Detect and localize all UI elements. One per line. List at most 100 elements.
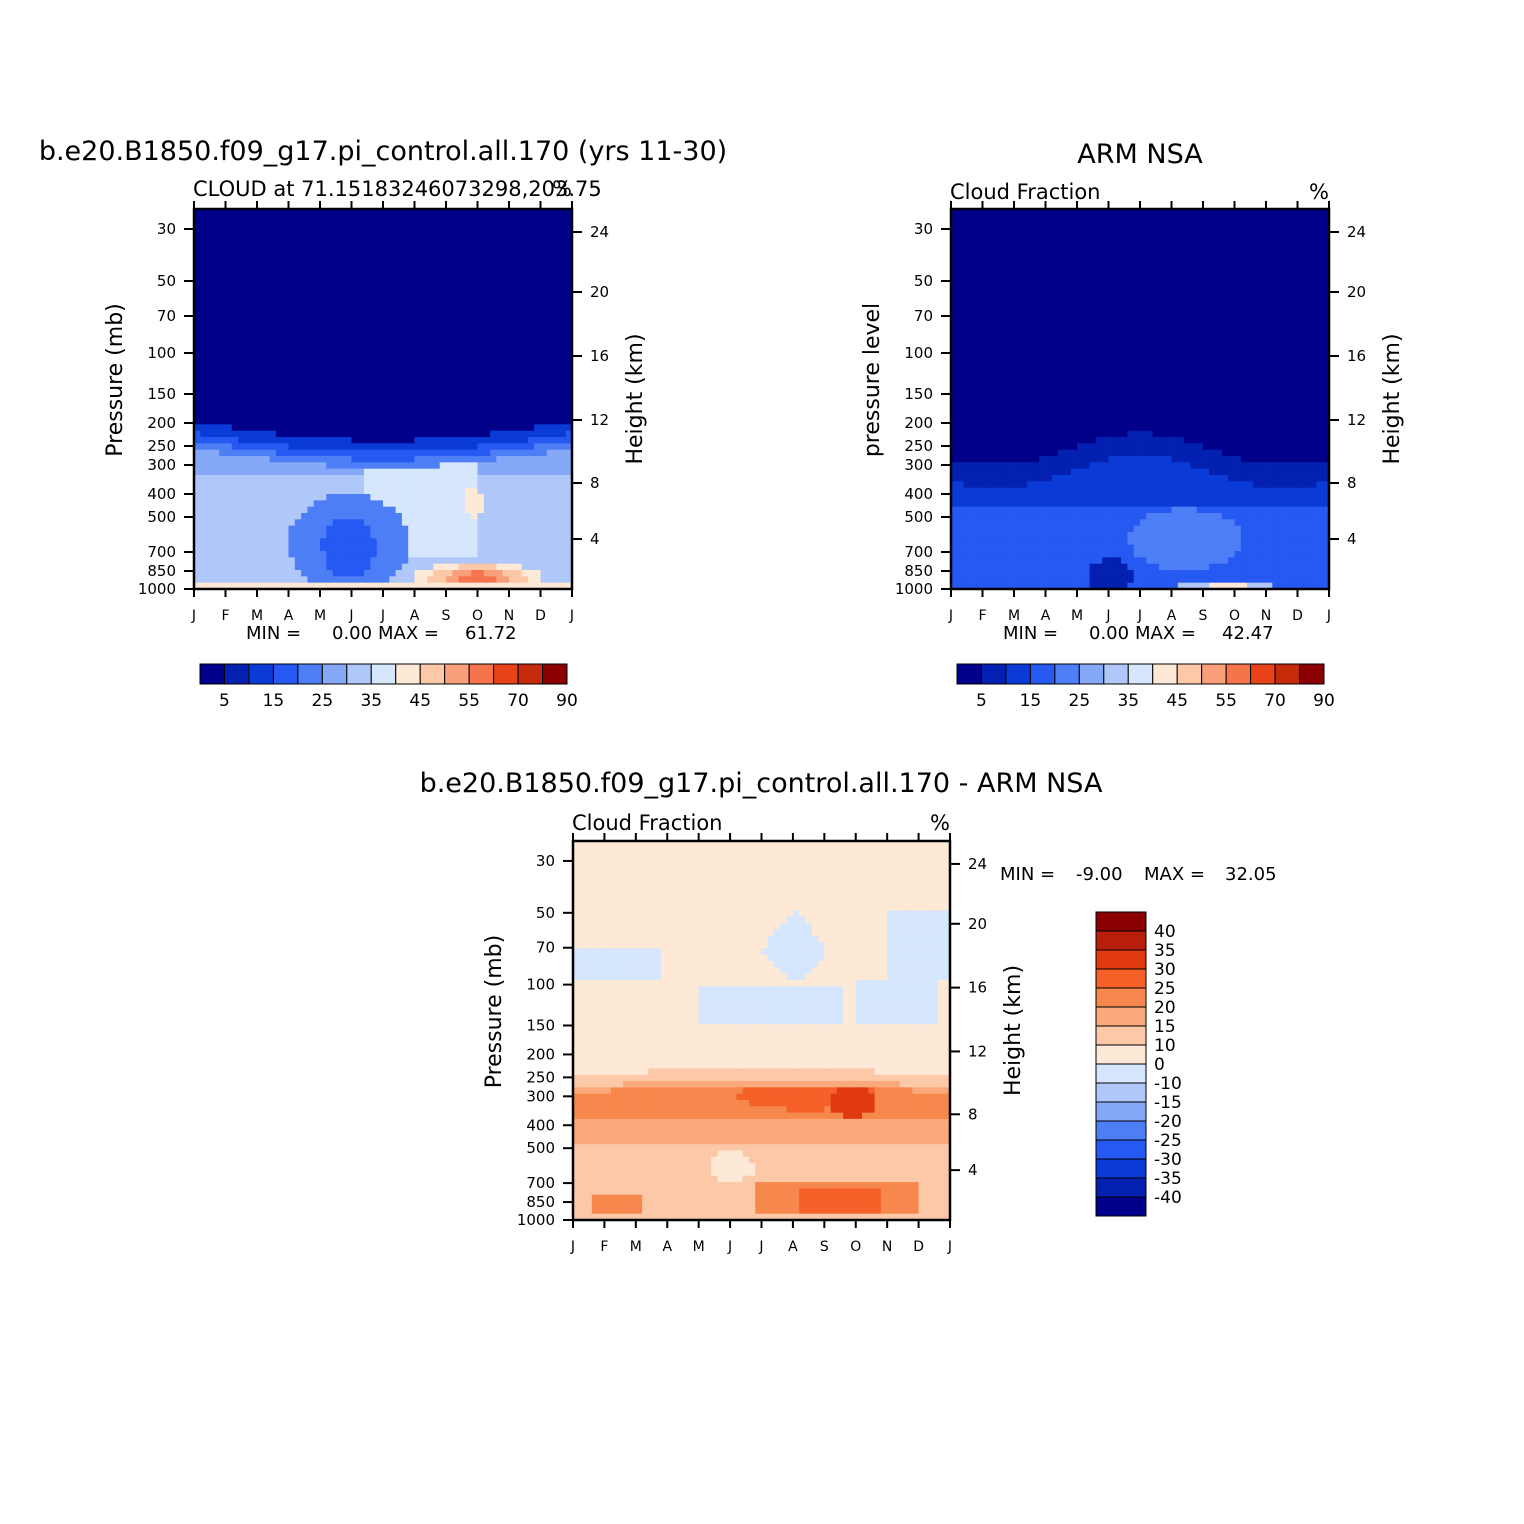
- contour-cell: [1045, 234, 1053, 242]
- contour-cell: [244, 335, 252, 343]
- contour-cell: [452, 221, 460, 229]
- contour-cell: [326, 392, 334, 400]
- contour-cell: [957, 285, 965, 292]
- contour-cell: [490, 228, 497, 235]
- contour-cell: [212, 221, 220, 229]
- contour-cell: [301, 209, 308, 216]
- contour-cell: [326, 297, 334, 305]
- contour-cell: [194, 367, 201, 375]
- contour-cell: [433, 468, 441, 476]
- contour-cell: [527, 494, 535, 501]
- contour-cell: [370, 475, 378, 482]
- contour-cell: [502, 228, 510, 235]
- contour-cell: [332, 449, 340, 457]
- contour-cell: [446, 323, 453, 330]
- contour-cell: [257, 348, 264, 356]
- contour-cell: [521, 373, 529, 381]
- contour-cell: [446, 449, 453, 457]
- contour-cell: [395, 215, 403, 223]
- contour-cell: [263, 513, 271, 520]
- contour-cell: [951, 291, 958, 299]
- contour-cell: [446, 253, 453, 261]
- contour-cell: [546, 342, 554, 349]
- contour-cell: [269, 259, 277, 267]
- contour-cell: [546, 513, 554, 520]
- contour-cell: [395, 373, 403, 381]
- contour-cell: [1077, 297, 1084, 305]
- contour-cell: [307, 361, 315, 368]
- contour-cell: [969, 221, 977, 229]
- contour-cell: [338, 525, 346, 533]
- contour-cell: [502, 221, 510, 229]
- contour-cell: [951, 411, 958, 419]
- contour-cell: [1001, 380, 1009, 387]
- contour-cell: [244, 297, 252, 305]
- contour-cell: [200, 342, 208, 349]
- contour-cell: [345, 234, 353, 242]
- contour-cell: [288, 342, 296, 349]
- contour-cell: [345, 456, 353, 463]
- contour-cell: [263, 525, 271, 533]
- contour-cell: [244, 354, 252, 362]
- contour-cell: [951, 297, 958, 305]
- contour-cell: [288, 462, 296, 470]
- contour-cell: [275, 240, 283, 248]
- contour-cell: [307, 342, 315, 349]
- contour-cell: [389, 209, 397, 216]
- contour-cell: [427, 513, 434, 520]
- contour-cell: [275, 443, 283, 451]
- contour-cell: [565, 209, 573, 216]
- contour-cell: [1026, 272, 1034, 280]
- contour-cell: [490, 557, 497, 565]
- contour-cell: [301, 468, 308, 476]
- contour-cell: [307, 335, 315, 343]
- contour-cell: [1020, 481, 1028, 489]
- contour-cell: [231, 487, 239, 495]
- contour-cell: [1051, 316, 1059, 324]
- contour-cell: [527, 456, 535, 463]
- contour-cell: [301, 405, 308, 413]
- contour-cell: [194, 487, 201, 495]
- contour-cell: [408, 348, 416, 356]
- contour-cell: [483, 367, 491, 375]
- contour-cell: [338, 329, 346, 337]
- contour-cell: [225, 532, 233, 539]
- contour-cell: [433, 399, 441, 406]
- contour-cell: [231, 247, 239, 254]
- contour-cell: [320, 354, 327, 362]
- contour-cell: [515, 361, 523, 368]
- contour-cell: [206, 285, 214, 292]
- contour-cell: [527, 259, 535, 267]
- contour-cell: [540, 316, 548, 324]
- contour-cell: [496, 259, 504, 267]
- contour-cell: [357, 525, 365, 533]
- contour-cell: [376, 506, 384, 514]
- contour-cell: [357, 437, 365, 444]
- contour-cell: [275, 367, 283, 375]
- contour-cell: [1051, 468, 1059, 476]
- contour-cell: [194, 342, 201, 349]
- contour-cell: [332, 468, 340, 476]
- contour-cell: [1045, 570, 1053, 577]
- contour-cell: [509, 532, 516, 539]
- contour-cell: [988, 228, 996, 235]
- contour-cell: [515, 259, 523, 267]
- contour-cell: [995, 373, 1002, 381]
- contour-cell: [326, 525, 334, 533]
- contour-cell: [263, 228, 271, 235]
- contour-cell: [307, 297, 315, 305]
- contour-cell: [263, 247, 271, 254]
- contour-cell: [1007, 323, 1015, 330]
- contour-cell: [194, 335, 201, 343]
- contour-cell: [521, 272, 529, 280]
- contour-cell: [471, 506, 479, 514]
- contour-cell: [496, 506, 504, 514]
- contour-cell: [490, 392, 497, 400]
- contour-cell: [313, 525, 321, 533]
- contour-cell: [976, 449, 984, 457]
- contour-cell: [351, 228, 359, 235]
- contour-cell: [559, 386, 567, 394]
- x-tick-label: A: [410, 608, 420, 624]
- contour-cell: [244, 411, 252, 419]
- contour-cell: [294, 437, 302, 444]
